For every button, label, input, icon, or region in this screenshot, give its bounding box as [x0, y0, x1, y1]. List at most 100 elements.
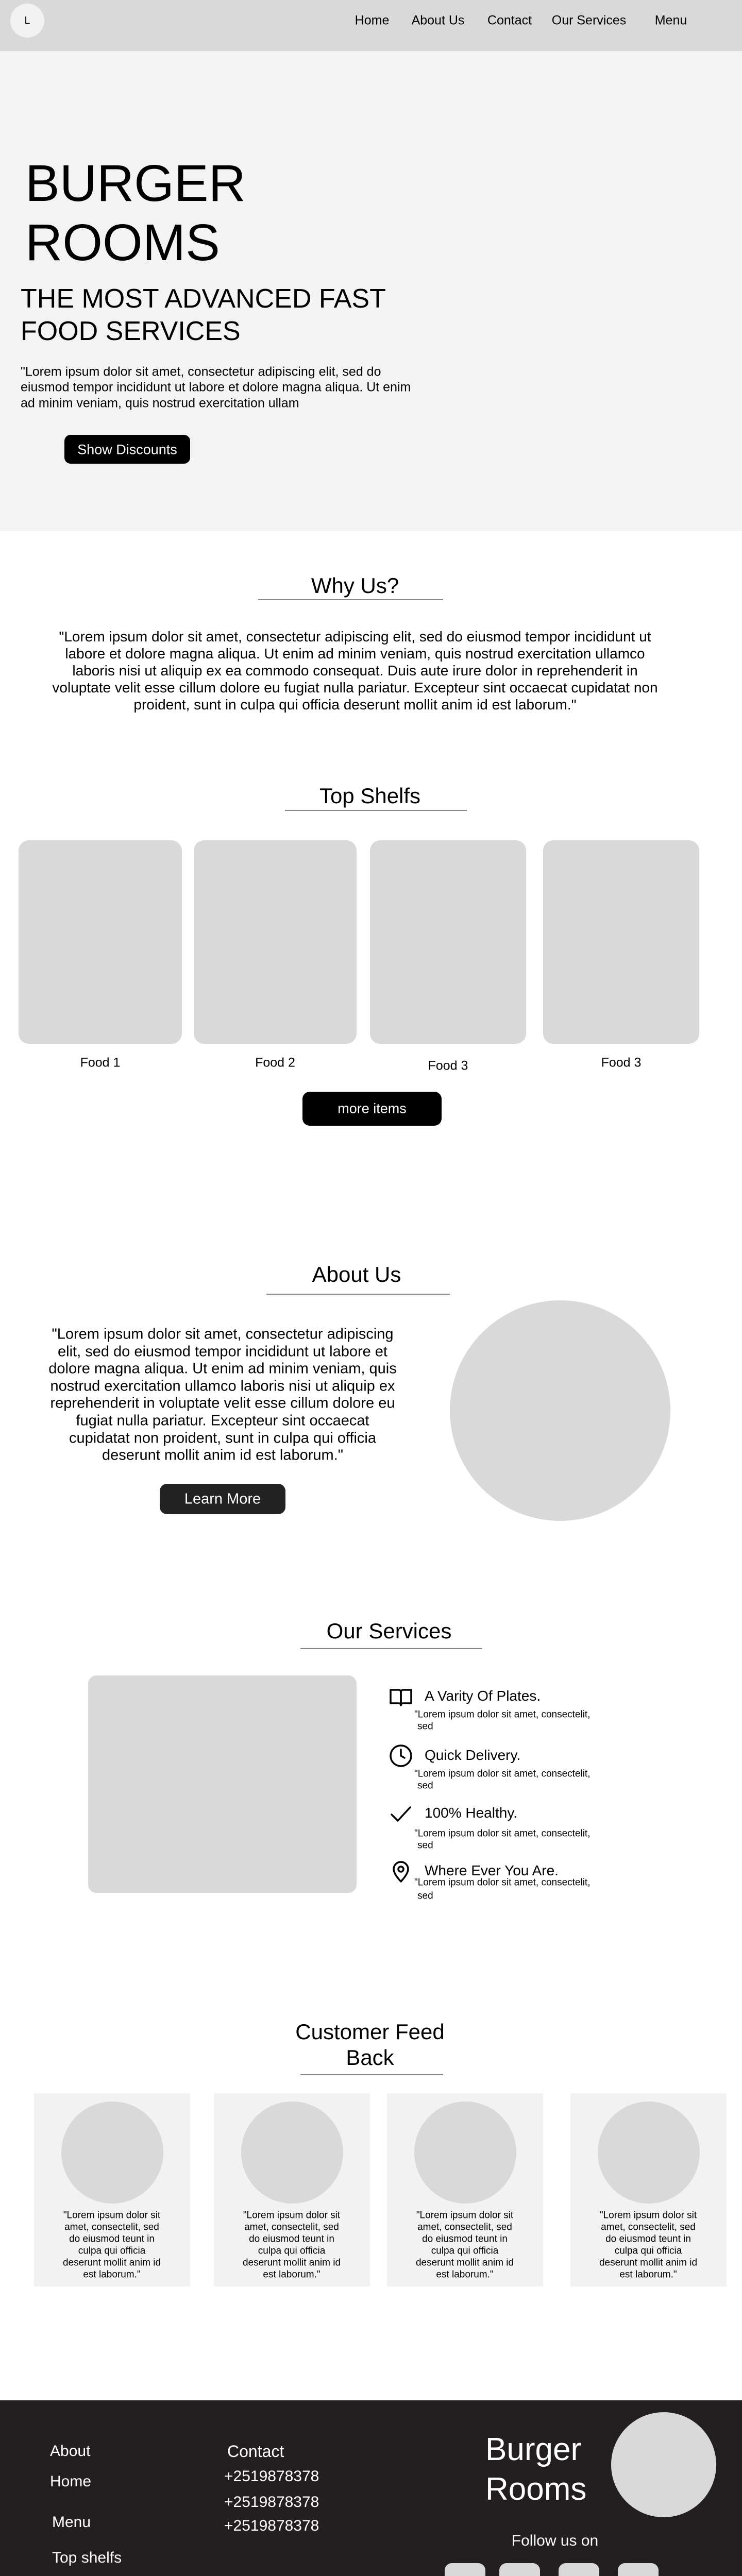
about-text: elit, sed do eiusmod tempor incididunt u… [58, 1343, 387, 1360]
feedback-avatar [61, 2102, 163, 2204]
food-label: Food 3 [428, 1058, 468, 1073]
feedback-text: "Lorem ipsum dolor sit [63, 2210, 161, 2221]
feedback-text: amet, consectelit, sed [417, 2222, 512, 2233]
hero-title: BURGER [25, 155, 246, 212]
footer-brand: Burger [485, 2432, 582, 2467]
section-title: Customer Feed [295, 2020, 445, 2044]
service-text: "Lorem ipsum dolor sit amet, consectelit… [414, 1768, 591, 1780]
service-title: Quick Delivery. [425, 1747, 521, 1763]
icon-graphic [390, 1689, 412, 1706]
logo [10, 4, 44, 38]
feedback-text: culpa qui officia [258, 2245, 326, 2257]
feedback-text: culpa qui officia [431, 2245, 499, 2257]
nav-link[interactable]: Our Services [551, 13, 627, 28]
about-text: cupidatat non proident, sunt in culpa qu… [69, 1430, 376, 1447]
nav-link[interactable]: Menu [654, 13, 687, 28]
icon-graphic [391, 1806, 411, 1822]
feedback-text: deserunt mollit anim id [62, 2257, 161, 2268]
feedback-text: est laborum." [83, 2269, 141, 2280]
service-text: sed [417, 1840, 433, 1851]
service-text: sed [417, 1721, 433, 1732]
social-icon[interactable] [499, 2563, 540, 2576]
hero-subtitle: FOOD SERVICES [21, 316, 241, 346]
social-icon[interactable] [559, 2563, 599, 2576]
food-label: Food 1 [80, 1055, 121, 1070]
food-card[interactable] [19, 840, 182, 1044]
food-label: Food 3 [601, 1055, 642, 1070]
section-title: Back [346, 2045, 394, 2070]
more-button[interactable] [302, 1092, 442, 1126]
about-text: deserunt mollit anim id est laborum." [102, 1447, 344, 1464]
footer-link[interactable]: Top shelfs [52, 2549, 122, 2566]
service-text: "Lorem ipsum dolor sit amet, consectelit… [414, 1877, 591, 1888]
food-card[interactable] [543, 840, 699, 1044]
service-text: sed [417, 1780, 433, 1791]
feedback-text: culpa qui officia [614, 2245, 682, 2257]
food-card[interactable] [194, 840, 357, 1044]
feedback-avatar [414, 2102, 516, 2204]
hero-button[interactable] [64, 435, 190, 464]
feedback-avatar [598, 2102, 700, 2204]
food-label: Food 2 [255, 1055, 295, 1070]
social-icon[interactable] [618, 2563, 659, 2576]
nav-bar [0, 0, 742, 51]
service-title: Where Ever You Are. [425, 1862, 559, 1878]
social-icon[interactable] [445, 2563, 485, 2576]
feedback-text: "Lorem ipsum dolor sit [416, 2210, 514, 2221]
logo-text: L [24, 15, 30, 26]
feedback-text: culpa qui officia [78, 2245, 146, 2257]
service-text: sed [417, 1890, 433, 1902]
feedback-text: do eiusmod teunt in [249, 2233, 334, 2245]
service-text: "Lorem ipsum dolor sit amet, consectelit… [414, 1709, 591, 1720]
feedback-text: do eiusmod teunt in [605, 2233, 691, 2245]
feedback-text: do eiusmod teunt in [69, 2233, 155, 2245]
feedback-text: deserunt mollit anim id [415, 2257, 514, 2268]
service-title: A Varity Of Plates. [425, 1688, 541, 1704]
nav-link[interactable]: About Us [411, 13, 465, 28]
follow-text: Follow us on [511, 2532, 599, 2549]
hero-subtitle: THE MOST ADVANCED FAST [21, 284, 386, 314]
section-title: Why Us? [311, 573, 399, 598]
footer-logo [611, 2412, 716, 2517]
footer-link[interactable]: Home [50, 2473, 92, 2490]
underline [285, 810, 467, 811]
about-text: "Lorem ipsum dolor sit amet, consectetur… [52, 1326, 394, 1343]
footer-brand: Rooms [485, 2471, 587, 2507]
footer-link[interactable]: About [50, 2443, 91, 2460]
icon-graphic [393, 1861, 409, 1883]
feedback-text: deserunt mollit anim id [242, 2257, 341, 2268]
feedback-text: "Lorem ipsum dolor sit [243, 2210, 341, 2221]
feedback-text: amet, consectelit, sed [64, 2222, 159, 2233]
footer-phone: +2519878378 [224, 2468, 319, 2485]
food-card[interactable] [370, 840, 526, 1044]
hero-title: ROOMS [25, 214, 220, 272]
hero-text: "Lorem ipsum dolor sit amet, consectetur… [21, 364, 381, 379]
feedback-avatar [241, 2102, 343, 2204]
feedback-text: est laborum." [436, 2269, 494, 2280]
service-icon [389, 1685, 413, 1712]
footer-phone: +2519878378 [224, 2517, 319, 2534]
feedback-text: "Lorem ipsum dolor sit [599, 2210, 697, 2221]
about-text: fugiat nulla pariatur. Excepteur sint oc… [76, 1412, 369, 1429]
footer-phone: +2519878378 [224, 2494, 319, 2511]
nav-link[interactable]: Contact [487, 13, 532, 28]
about-button[interactable] [160, 1484, 285, 1514]
nav-link[interactable]: Home [355, 13, 390, 28]
feedback-text: amet, consectelit, sed [244, 2222, 339, 2233]
feedback-text: est laborum." [263, 2269, 321, 2280]
footer-heading: Contact [227, 2442, 284, 2461]
why-text: laboris nisi ut aliquip ex ea commodo co… [72, 663, 638, 679]
feedback-text: est laborum." [619, 2269, 677, 2280]
hero-button-text: Show Discounts [77, 442, 177, 457]
footer-link[interactable]: Menu [52, 2514, 91, 2531]
about-button-text: Learn More [184, 1490, 261, 1507]
why-text: labore et dolore magna aliqua. Ut enim a… [65, 646, 645, 662]
underline [300, 1648, 482, 1649]
service-icon [389, 1743, 413, 1771]
why-text: voluptate velit esse cillum dolore eu fu… [52, 680, 658, 696]
underline [258, 599, 443, 600]
hero-text: eiusmod tempor incididunt ut labore et d… [21, 380, 411, 395]
why-text: "Lorem ipsum dolor sit amet, consectetur… [59, 629, 651, 645]
services-image [88, 1675, 357, 1893]
section-title: About Us [312, 1262, 401, 1286]
